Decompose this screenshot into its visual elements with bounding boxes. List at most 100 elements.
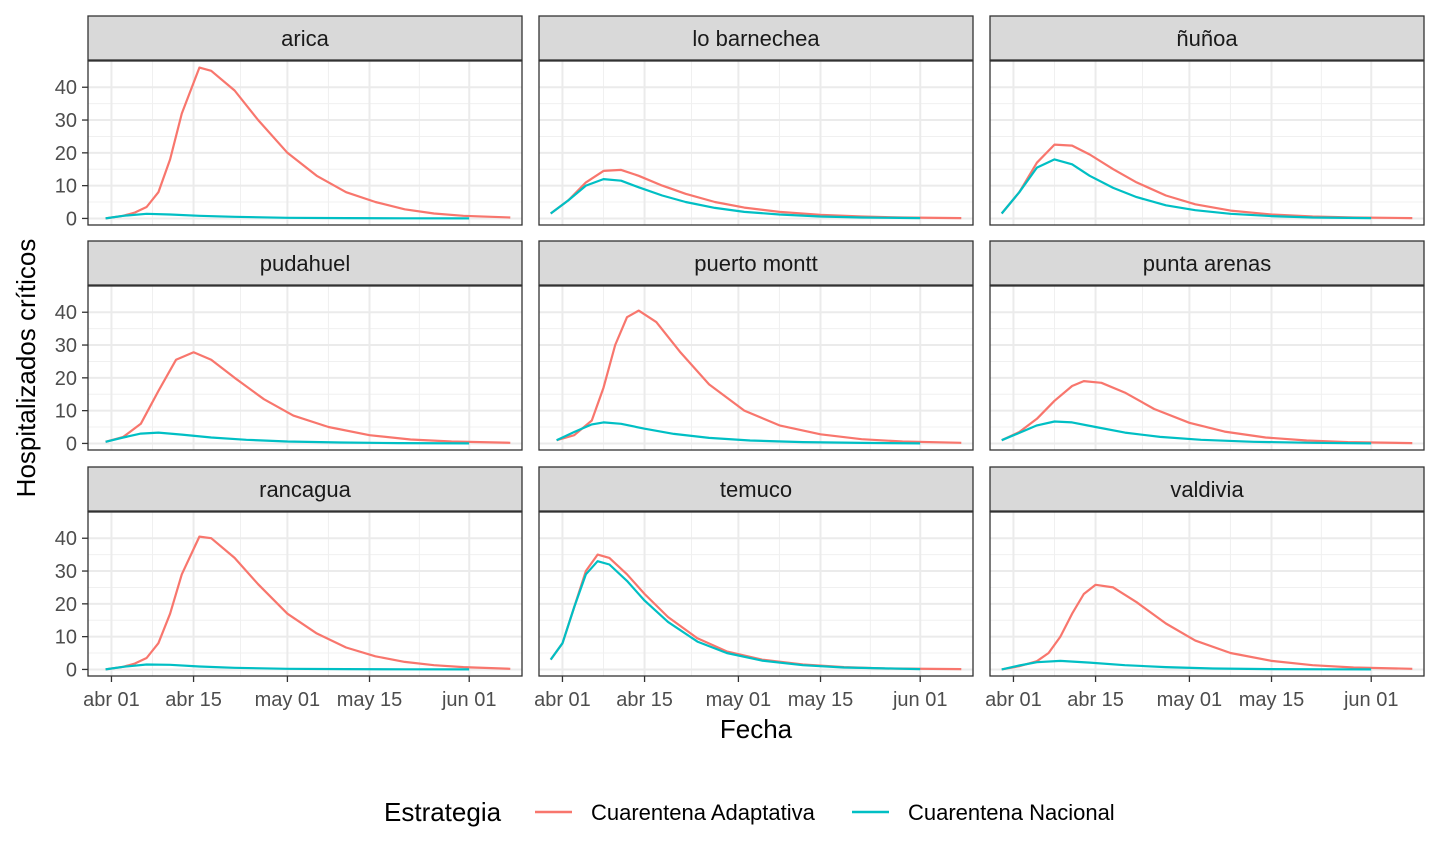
facet-panel: pudahuel 0 10 20 30 40	[55, 240, 523, 455]
facet-panel: temuco abr 01 abr 15 may 01 may 15 jun 01	[534, 466, 974, 711]
series-line-nacional	[105, 663, 470, 671]
plot-background	[990, 512, 1424, 676]
x-tick-label: abr 01	[534, 689, 591, 711]
panel-border	[989, 511, 1425, 677]
facet-strip-label: lo barnechea	[692, 26, 820, 51]
facet-strip	[989, 240, 1425, 286]
facet-panel: arica 0 10 20 30 40	[55, 15, 523, 230]
facet-strip-label: punta arenas	[1143, 251, 1271, 276]
legend-label-adaptativa: Cuarentena Adaptativa	[591, 800, 816, 825]
x-tick-label: abr 15	[165, 689, 222, 711]
series-line-adaptativa	[1000, 143, 1413, 220]
series-line-adaptativa	[556, 309, 962, 444]
facet-panel: rancagua 0 10 20 30 40 abr 01 abr 15 may 01 may 1…	[55, 466, 523, 711]
x-tick-label: may 01	[1157, 689, 1223, 711]
facet-strip	[538, 240, 974, 286]
panel-border	[87, 60, 523, 226]
panel-border	[538, 285, 974, 451]
facet-strip-label: ñuñoa	[1176, 26, 1238, 51]
facet-strip	[538, 15, 974, 61]
plot-background	[990, 61, 1424, 225]
plot-background	[990, 286, 1424, 450]
plot-background	[88, 286, 522, 450]
facet-strip-label: temuco	[720, 477, 792, 502]
series-line-nacional	[1001, 659, 1372, 671]
facet-panel: lo barnechea	[538, 15, 974, 226]
panel-border	[538, 511, 974, 677]
facet-strip	[538, 466, 974, 512]
facet-panel: puerto montt	[538, 240, 974, 451]
x-axis-title: Fecha	[720, 714, 793, 744]
facet-strip	[989, 15, 1425, 61]
series-line-adaptativa	[105, 66, 511, 220]
y-tick-label: 40	[55, 528, 77, 550]
series-line-adaptativa	[105, 351, 511, 444]
x-tick-label: may 15	[1239, 689, 1305, 711]
facet-strip-label: puerto montt	[694, 251, 818, 276]
plot-background	[539, 61, 973, 225]
y-tick-label: 30	[55, 335, 77, 357]
y-tick-label: 0	[66, 208, 77, 230]
facet-strip	[87, 466, 523, 512]
y-tick-label: 20	[55, 594, 77, 616]
series-line-nacional	[549, 560, 921, 671]
x-tick-label: may 15	[337, 689, 403, 711]
x-tick-label: jun 01	[441, 689, 497, 711]
panel-border	[87, 285, 523, 451]
series-line-nacional	[1001, 420, 1372, 445]
y-tick-label: 40	[55, 302, 77, 324]
x-tick-label: jun 01	[1343, 689, 1399, 711]
x-tick-label: abr 01	[985, 689, 1042, 711]
x-tick-label: abr 15	[1067, 689, 1124, 711]
facet-panel: punta arenas	[989, 240, 1425, 451]
series-line-nacional	[556, 421, 921, 445]
plot-background	[88, 512, 522, 676]
series-line-adaptativa	[105, 535, 511, 671]
y-tick-label: 0	[66, 659, 77, 681]
y-tick-label: 10	[55, 627, 77, 649]
facet-panel: valdivia abr 01 abr 15 may 01 may 15 jun 01	[985, 466, 1425, 711]
x-tick-label: may 01	[255, 689, 321, 711]
series-line-nacional	[105, 431, 470, 445]
legend: Estrategia Cuarentena Adaptativa Cuarent…	[384, 797, 1115, 827]
series-line-nacional	[105, 212, 470, 220]
panel-border	[989, 60, 1425, 226]
series-line-nacional	[1000, 158, 1372, 220]
panel-border	[989, 285, 1425, 451]
facet-panel: ñuñoa	[989, 15, 1425, 226]
x-tick-label: may 15	[788, 689, 854, 711]
x-tick-label: may 01	[706, 689, 772, 711]
facet-strip-label: rancagua	[259, 477, 352, 502]
y-tick-label: 10	[55, 176, 77, 198]
legend-label-nacional: Cuarentena Nacional	[908, 800, 1115, 825]
y-tick-label: 30	[55, 561, 77, 583]
y-tick-label: 20	[55, 368, 77, 390]
facet-strip-label: arica	[281, 26, 329, 51]
series-line-adaptativa	[1001, 583, 1413, 671]
facet-strip-label: pudahuel	[260, 251, 351, 276]
y-tick-label: 40	[55, 77, 77, 99]
y-tick-label: 30	[55, 110, 77, 132]
panel-border	[87, 511, 523, 677]
x-tick-label: jun 01	[892, 689, 948, 711]
series-line-nacional	[550, 178, 921, 220]
y-tick-label: 10	[55, 401, 77, 423]
facet-panels: arica 0 10 20 30 40 lo barnechea ñuñoa pudahuel 0…	[55, 15, 1425, 711]
x-tick-label: abr 15	[616, 689, 673, 711]
plot-background	[88, 61, 522, 225]
series-line-adaptativa	[550, 168, 962, 220]
legend-title: Estrategia	[384, 797, 502, 827]
y-tick-label: 0	[66, 433, 77, 455]
series-line-adaptativa	[1001, 380, 1413, 445]
y-axis-title: Hospitalizados críticos	[11, 239, 41, 498]
facet-strip-label: valdivia	[1170, 477, 1244, 502]
facet-strip	[87, 15, 523, 61]
x-tick-label: abr 01	[83, 689, 140, 711]
panel-border	[538, 60, 974, 226]
facet-strip	[989, 466, 1425, 512]
plot-background	[539, 512, 973, 676]
y-tick-label: 20	[55, 143, 77, 165]
facet-strip	[87, 240, 523, 286]
plot-background	[539, 286, 973, 450]
